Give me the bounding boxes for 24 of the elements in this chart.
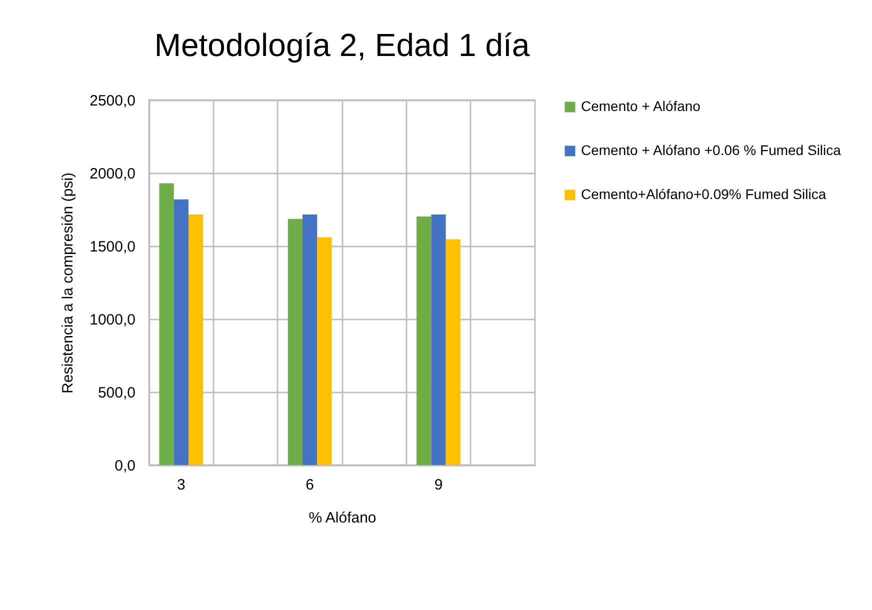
y-tick-label: 1500,0 — [90, 238, 136, 256]
bar — [302, 214, 318, 465]
y-tick-label: 2000,0 — [90, 166, 136, 182]
x-axis-title: % Alófano — [308, 510, 376, 526]
legend-label: Cemento + Alófano +0.06 % Fumed Silica — [581, 142, 842, 158]
x-tick-label: 3 — [176, 476, 186, 494]
bar — [288, 218, 303, 465]
legend-label: Cemento+Alófano+0.09% Fumed Silica — [581, 186, 826, 202]
chart-title: Metodología 2, Edad 1 día — [154, 27, 530, 63]
bar — [317, 237, 332, 465]
bar — [159, 183, 174, 465]
y-tick-label: 0,0 — [114, 458, 136, 474]
x-tick-label: 9 — [434, 476, 443, 494]
y-axis-title: Resistencia a la compresión (psi) — [60, 172, 77, 394]
bar — [188, 214, 204, 465]
legend-label: Cemento + Alófano — [581, 98, 701, 114]
y-tick-label: 1000,0 — [90, 312, 136, 328]
bar — [416, 216, 432, 465]
y-tick-label: 500,0 — [98, 384, 136, 402]
bar — [446, 239, 460, 465]
x-tick-label: 6 — [306, 476, 314, 494]
y-tick-label: 2500,0 — [90, 92, 136, 110]
bar — [174, 199, 188, 465]
bar — [431, 214, 446, 465]
